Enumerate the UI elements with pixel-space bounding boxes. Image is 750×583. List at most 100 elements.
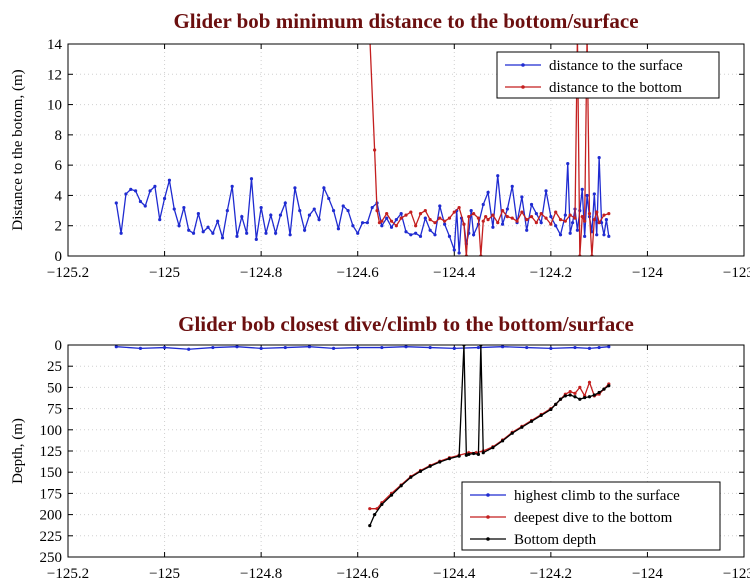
data-point <box>573 216 577 220</box>
data-point <box>114 345 118 349</box>
data-point <box>409 210 413 214</box>
data-point <box>259 346 263 350</box>
y-tick-label: 250 <box>40 550 63 566</box>
legend-box <box>496 51 720 99</box>
data-point <box>472 451 476 456</box>
data-point <box>464 453 468 457</box>
x-tick-label: −125.2 <box>47 265 89 281</box>
data-point <box>312 207 316 211</box>
x-tick-label: −124.8 <box>240 265 282 281</box>
data-point <box>438 460 442 464</box>
data-point <box>476 345 481 350</box>
data-point <box>187 347 191 351</box>
data-point <box>525 228 529 232</box>
data-point <box>585 35 588 38</box>
legend-marker <box>486 493 490 497</box>
data-point <box>230 184 234 188</box>
data-point <box>452 210 456 214</box>
data-point <box>414 231 418 235</box>
y-tick-label: 4 <box>55 188 63 204</box>
x-tick-label: −124.6 <box>337 566 380 582</box>
data-point <box>177 224 181 228</box>
y-tick-label: 12 <box>47 67 62 83</box>
data-point <box>394 218 398 222</box>
data-point <box>172 207 176 211</box>
data-point <box>124 192 128 196</box>
data-point <box>520 195 524 199</box>
data-point <box>385 212 389 216</box>
data-point <box>220 236 225 240</box>
y-tick-label: 2 <box>55 219 63 235</box>
y-tick-label: 75 <box>47 402 62 418</box>
series-highest-climb-to-the-surface <box>114 345 611 351</box>
x-tick-label: −124.6 <box>337 265 380 281</box>
data-point <box>370 205 374 210</box>
x-tick-label: −123.8 <box>723 265 750 281</box>
y-axis-label: Distance to the botom, (m) <box>10 69 26 230</box>
data-point <box>549 222 553 226</box>
data-point <box>491 213 495 217</box>
data-point <box>595 233 599 237</box>
data-point <box>225 208 229 213</box>
series-distance-to-the-bottom <box>369 35 611 256</box>
data-point <box>380 219 384 223</box>
data-point <box>481 451 485 455</box>
data-point <box>534 221 538 225</box>
series-distance-to-the-surface <box>114 155 611 255</box>
data-point <box>143 204 147 208</box>
data-point <box>573 391 577 395</box>
data-point <box>356 345 360 350</box>
data-point <box>399 216 403 220</box>
plot-area <box>114 35 611 256</box>
data-point <box>467 215 471 219</box>
data-point <box>428 464 432 468</box>
data-point <box>158 218 162 222</box>
data-point <box>259 205 263 210</box>
data-point <box>607 234 611 238</box>
y-tick-label: 0 <box>55 338 63 354</box>
data-point <box>529 419 534 423</box>
legend-label: distance to the surface <box>549 58 683 74</box>
data-point <box>447 234 452 238</box>
data-point <box>307 345 312 349</box>
data-point <box>500 208 505 213</box>
data-point <box>148 189 152 193</box>
plot-frame <box>67 43 745 257</box>
data-point <box>563 394 567 398</box>
legend-marker <box>521 85 525 89</box>
data-point <box>607 345 611 349</box>
data-point <box>592 393 596 397</box>
data-point <box>597 155 601 160</box>
data-point <box>399 484 403 488</box>
data-point <box>602 233 606 237</box>
data-point <box>539 413 543 417</box>
data-point <box>254 237 258 241</box>
data-point <box>476 216 481 220</box>
data-point <box>428 218 432 222</box>
data-point <box>481 219 485 223</box>
data-point <box>469 208 473 213</box>
x-tick-label: −124.2 <box>530 566 572 582</box>
data-point <box>399 212 403 216</box>
legend-marker <box>486 537 490 541</box>
data-point <box>457 205 461 210</box>
data-point <box>138 346 143 350</box>
data-point <box>331 208 336 213</box>
data-point <box>365 221 369 225</box>
data-point <box>554 402 558 406</box>
data-point <box>114 201 118 205</box>
data-point <box>380 345 384 350</box>
data-point <box>520 425 524 429</box>
data-point <box>580 215 584 219</box>
data-point <box>443 222 447 226</box>
data-point <box>404 213 408 217</box>
y-tick-label: 10 <box>47 98 62 114</box>
data-point <box>566 162 570 166</box>
x-tick-label: −124 <box>632 265 663 281</box>
data-point <box>433 221 437 225</box>
data-point <box>510 184 514 188</box>
data-point <box>587 346 592 350</box>
data-point <box>377 221 382 225</box>
data-point <box>452 248 456 252</box>
data-point <box>604 218 608 222</box>
